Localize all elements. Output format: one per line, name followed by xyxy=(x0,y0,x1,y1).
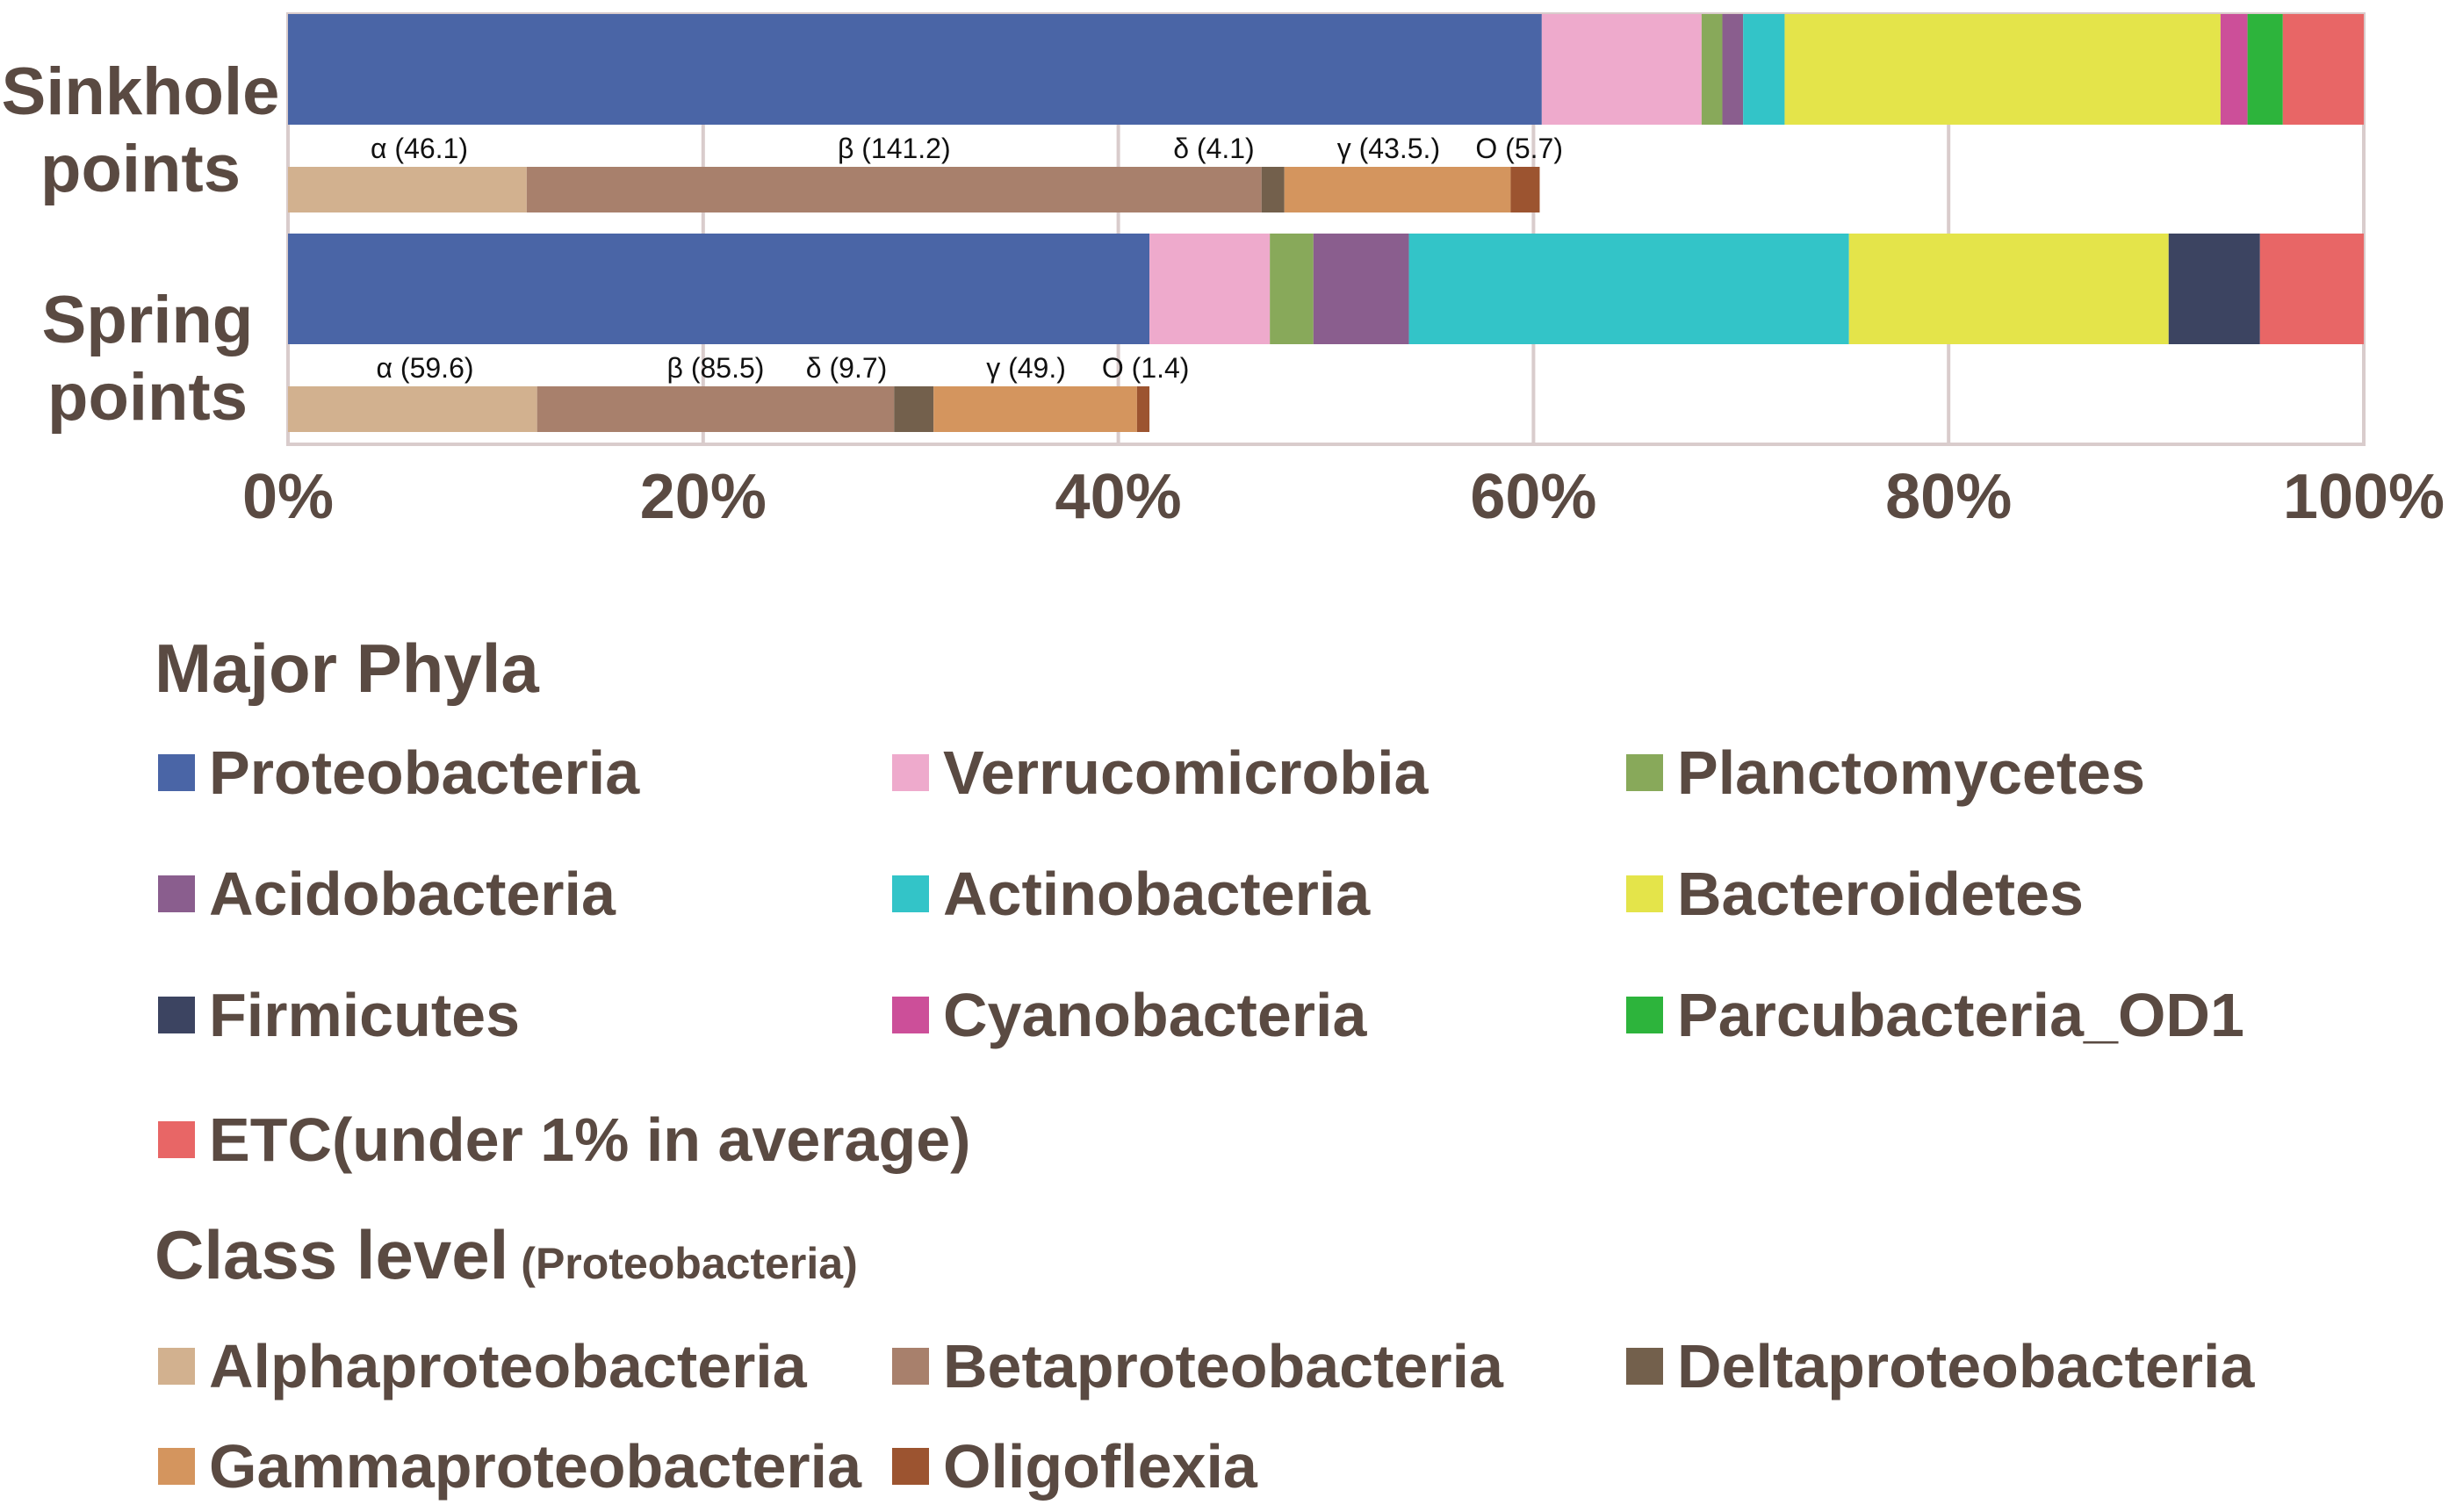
legend-swatch xyxy=(1626,754,1663,791)
legend-swatch xyxy=(158,1348,195,1385)
legend-item-betaproteobacteria: Betaproteobacteria xyxy=(892,1331,1503,1401)
legend-label: Verrucomicrobia xyxy=(943,738,1429,807)
legend-item-planctomycetes: Planctomycetes xyxy=(1626,738,2145,808)
legend-label: Cyanobacteria xyxy=(943,981,1367,1049)
class-data-label: γ (43.5.) xyxy=(1337,133,1440,164)
bar-segment-class xyxy=(1510,167,1540,212)
legend-swatch xyxy=(892,754,929,791)
legend-item-cyanobacteria: Cyanobacteria xyxy=(892,980,1366,1050)
legend-class-subtitle: (Proteobacteria) xyxy=(521,1239,858,1288)
class-data-label: α (59.6) xyxy=(377,352,474,384)
x-tick-label: 60% xyxy=(1470,462,1596,532)
legend-item-oligoflexia: Oligoflexia xyxy=(892,1431,1257,1501)
legend-swatch xyxy=(158,1448,195,1485)
bar-segment-class xyxy=(288,167,527,212)
class-data-label: β (141.2) xyxy=(838,133,951,164)
legend-item-deltaproteobacteria: Deltaproteobacteria xyxy=(1626,1331,2254,1401)
legend-item-parcubacteria-od1: Parcubacteria_OD1 xyxy=(1626,980,2244,1050)
legend-swatch xyxy=(158,754,195,791)
legend-label: Proteobacteria xyxy=(209,738,640,807)
legend-swatch xyxy=(158,1121,195,1158)
bar-segment-class xyxy=(894,386,934,432)
legend-swatch xyxy=(1626,1348,1663,1385)
bar-segment-phylum xyxy=(2247,14,2283,125)
bar-segment-phylum xyxy=(2282,14,2364,125)
legend-class-title: Class level (Proteobacteria) xyxy=(155,1215,858,1295)
bar-segment-class xyxy=(1261,167,1285,212)
bar-segment-class xyxy=(1284,167,1511,212)
bar-segment-class xyxy=(526,167,1262,212)
legend-label: Parcubacteria_OD1 xyxy=(1677,981,2244,1049)
legend-swatch xyxy=(158,875,195,912)
legend-label: Deltaproteobacteria xyxy=(1677,1332,2255,1400)
class-data-label: O (1.4) xyxy=(1102,352,1190,384)
class-data-label: β (85.5) xyxy=(667,352,765,384)
bar-segment-phylum xyxy=(1722,14,1744,125)
legend-label: Alphaproteobacteria xyxy=(209,1332,807,1400)
row-label: Sinkhole points xyxy=(2,54,280,206)
bar-segment-phylum xyxy=(1408,234,1849,344)
bar-segment-phylum xyxy=(1541,14,1702,125)
legend-swatch xyxy=(892,997,929,1033)
bar-segment-phylum xyxy=(2259,234,2364,344)
bar-segment-phylum xyxy=(2220,14,2248,125)
x-tick-label: 100% xyxy=(2283,462,2445,532)
legend-class-title-text: Class level xyxy=(155,1216,509,1293)
legend-item-gammaproteobacteria: Gammaproteobacteria xyxy=(158,1431,861,1501)
bar-segment-class xyxy=(537,386,895,432)
legend-item-verrucomicrobia: Verrucomicrobia xyxy=(892,738,1428,808)
legend-item-acidobacteria: Acidobacteria xyxy=(158,859,616,929)
legend-item-alphaproteobacteria: Alphaproteobacteria xyxy=(158,1331,807,1401)
bar-segment-phylum xyxy=(1743,14,1785,125)
class-data-label: δ (4.1) xyxy=(1173,133,1255,164)
legend-label: Bacteroidetes xyxy=(1677,860,2084,928)
legend-item-proteobacteria: Proteobacteria xyxy=(158,738,639,808)
legend-label: Gammaproteobacteria xyxy=(209,1432,862,1501)
legend-label: ETC(under 1% in average) xyxy=(209,1105,971,1174)
bar-segment-phylum xyxy=(1149,234,1271,344)
stacked-bar-chart: α (46.1) β (141.2) δ (4.1) γ (43.5.) O (5.7)… xyxy=(2,12,2445,532)
bar-segment-phylum xyxy=(288,234,1150,344)
row-label-line: points xyxy=(40,132,241,206)
x-tick-label: 80% xyxy=(1885,462,2012,532)
legend-item-etc: ETC(under 1% in average) xyxy=(158,1105,970,1175)
legend-label: Betaproteobacteria xyxy=(943,1332,1503,1400)
x-tick-label: 0% xyxy=(242,462,334,532)
bar-segment-phylum xyxy=(1848,234,2169,344)
bar-segment-class xyxy=(933,386,1137,432)
row-label-line: Sinkhole xyxy=(2,54,280,129)
legend-label: Actinobacteria xyxy=(943,860,1371,928)
legend-swatch xyxy=(1626,875,1663,912)
legend-swatch xyxy=(1626,997,1663,1033)
legend-swatch xyxy=(892,1448,929,1485)
bar-segment-phylum xyxy=(288,14,1542,125)
bar-segment-class xyxy=(1136,386,1150,432)
class-data-label: δ (9.7) xyxy=(806,352,888,384)
legend-label: Acidobacteria xyxy=(209,860,616,928)
bar-segment-class xyxy=(288,386,537,432)
legend-phyla-title: Major Phyla xyxy=(155,630,539,707)
legend-label: Planctomycetes xyxy=(1677,738,2146,807)
legend-item-actinobacteria: Actinobacteria xyxy=(892,859,1370,929)
row-label-line: points xyxy=(47,360,248,435)
bar-segment-phylum xyxy=(1784,14,2221,125)
bar-segment-phylum xyxy=(1270,234,1314,344)
class-data-label: α (46.1) xyxy=(371,133,468,164)
row-label: Spring points xyxy=(42,283,254,435)
legend-item-firmicutes: Firmicutes xyxy=(158,980,520,1050)
legend-swatch xyxy=(892,1348,929,1385)
x-tick-label: 40% xyxy=(1055,462,1182,532)
bar-segment-phylum xyxy=(1313,234,1409,344)
legend-label: Oligoflexia xyxy=(943,1432,1257,1501)
bar-segment-phylum xyxy=(2168,234,2260,344)
legend-swatch xyxy=(892,875,929,912)
legend-item-bacteroidetes: Bacteroidetes xyxy=(1626,859,2084,929)
class-data-label: γ (49.) xyxy=(986,352,1066,384)
class-data-label: O (5.7) xyxy=(1475,133,1563,164)
legend-label: Firmicutes xyxy=(209,981,520,1049)
bar-segment-phylum xyxy=(1701,14,1723,125)
x-tick-label: 20% xyxy=(640,462,767,532)
row-label-line: Spring xyxy=(42,283,254,357)
legend-swatch xyxy=(158,997,195,1033)
